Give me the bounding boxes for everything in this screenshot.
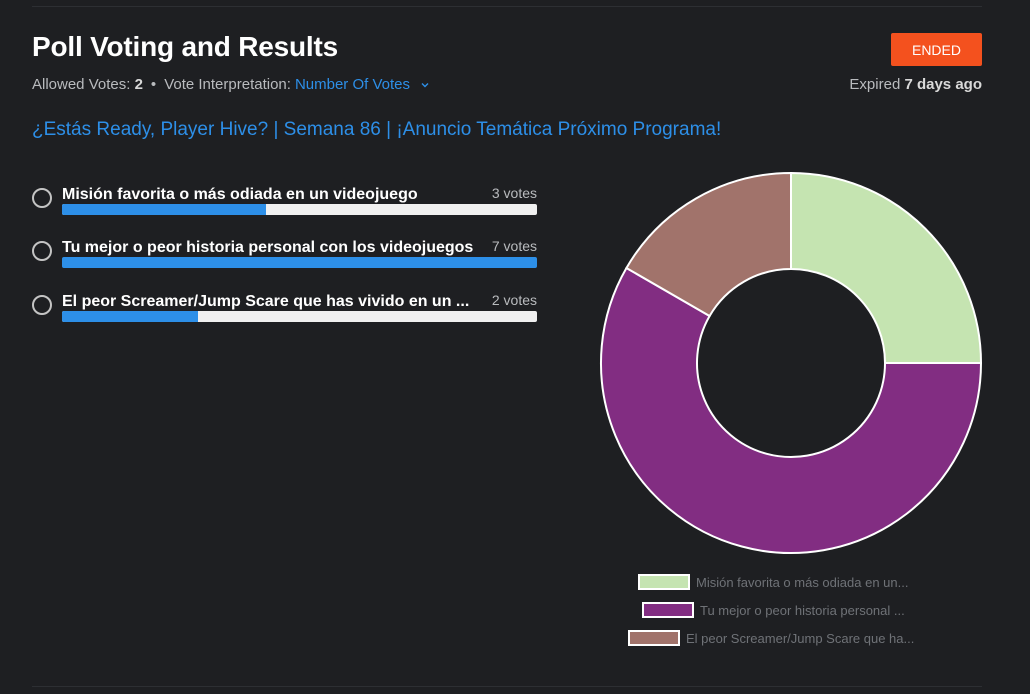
option-progress-fill: [62, 257, 537, 268]
option-progress-bar: [62, 257, 537, 268]
legend-item-1[interactable]: Misión favorita o más odiada en un...: [638, 574, 908, 590]
expiry-info: Expired 7 days ago: [849, 76, 982, 93]
option-radio[interactable]: [32, 241, 52, 261]
option-votes: 7 votes: [491, 238, 537, 254]
option-progress-fill: [62, 204, 266, 215]
legend-label: El peor Screamer/Jump Scare que ha...: [686, 630, 915, 646]
expired-value: 7 days ago: [904, 76, 982, 93]
option-radio[interactable]: [32, 188, 52, 208]
legend-item-2[interactable]: Tu mejor o peor historia personal ...: [642, 602, 905, 618]
chevron-down-icon: [421, 82, 429, 87]
meta-separator: •: [150, 76, 157, 93]
donut-slice-1[interactable]: [790, 171, 983, 364]
status-badge: ENDED: [891, 33, 982, 66]
legend-item-3[interactable]: El peor Screamer/Jump Scare que ha...: [628, 630, 914, 646]
poll-option-2[interactable]: Tu mejor o peor historia personal con lo…: [32, 237, 537, 277]
bottom-divider: [32, 686, 982, 687]
option-label: Tu mejor o peor historia personal con lo…: [62, 239, 474, 256]
interpretation-label: Vote Interpretation:: [164, 76, 291, 93]
option-label: El peor Screamer/Jump Scare que has vivi…: [62, 293, 470, 310]
donut-slice-2[interactable]: [600, 266, 983, 554]
poll-meta: Allowed Votes: 2 • Vote Interpretation: …: [32, 76, 430, 93]
option-votes: 3 votes: [491, 185, 537, 201]
poll-option-3[interactable]: El peor Screamer/Jump Scare que has vivi…: [32, 291, 537, 331]
legend-swatch: [642, 602, 694, 618]
legend-swatch: [638, 574, 690, 590]
interpretation-value: Number Of Votes: [294, 76, 411, 93]
option-radio[interactable]: [32, 295, 52, 315]
expired-label: Expired: [849, 76, 901, 93]
option-progress-bar: [62, 204, 537, 215]
legend-label: Misión favorita o más odiada en un...: [696, 574, 909, 590]
interpretation-dropdown[interactable]: Number Of Votes: [295, 76, 430, 93]
allowed-votes-value: 2: [134, 76, 143, 93]
option-progress-fill: [62, 311, 198, 322]
legend-label: Tu mejor o peor historia personal ...: [700, 602, 905, 618]
allowed-votes-label: Allowed Votes:: [32, 76, 131, 93]
poll-option-1[interactable]: Misión favorita o más odiada en un video…: [32, 184, 537, 224]
donut-svg: [600, 171, 983, 554]
donut-slice-3[interactable]: [625, 171, 792, 318]
page-title: Poll Voting and Results: [32, 31, 339, 62]
results-donut-chart: [598, 170, 984, 556]
top-divider: [32, 6, 982, 7]
option-votes: 2 votes: [491, 292, 537, 308]
option-label: Misión favorita o más odiada en un video…: [62, 186, 418, 203]
poll-question-link[interactable]: ¿Estás Ready, Player Hive? | Semana 86 |…: [32, 119, 722, 140]
legend-swatch: [628, 630, 680, 646]
option-progress-bar: [62, 311, 537, 322]
